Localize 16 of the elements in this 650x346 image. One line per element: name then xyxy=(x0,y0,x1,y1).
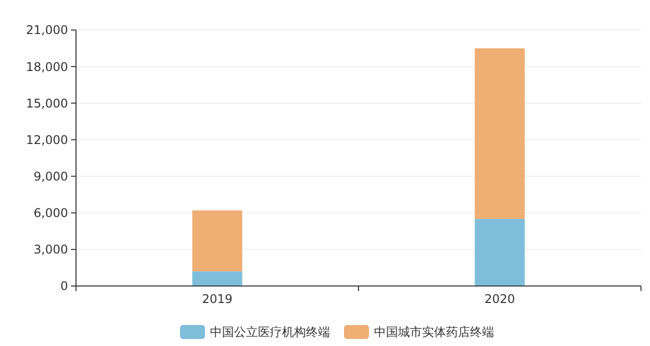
y-tick-label: 18,000 xyxy=(26,60,68,74)
bar xyxy=(192,210,242,272)
bar xyxy=(192,271,242,286)
y-tick-label: 21,000 xyxy=(26,23,68,38)
x-tick-label: 2020 xyxy=(484,292,516,306)
bar xyxy=(474,218,525,286)
legend-label: 中国公立医疗机构终端 xyxy=(210,325,330,340)
y-tick-label: 3,000 xyxy=(34,242,68,257)
y-tick-label: 0 xyxy=(60,279,68,294)
x-tick-label: 2019 xyxy=(202,292,233,306)
y-tick-label: 12,000 xyxy=(26,132,68,147)
y-tick-label: 15,000 xyxy=(26,96,68,110)
bar xyxy=(474,48,525,219)
y-tick-label: 9,000 xyxy=(34,169,68,184)
y-tick-label: 6,000 xyxy=(34,206,68,220)
legend-label: 中国城市实体药店终端 xyxy=(374,325,494,340)
